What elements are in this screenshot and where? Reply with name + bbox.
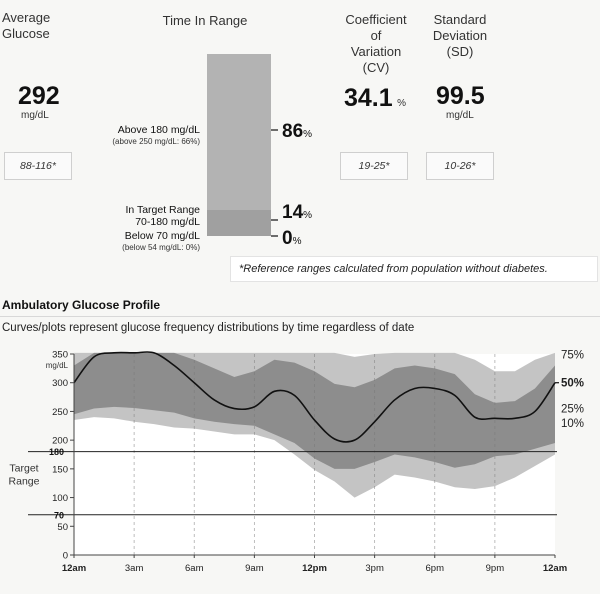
tir-above-sub: (above 250 mg/dL: 66%) [112, 137, 200, 146]
cv-header: Coefficient of Variation (CV) [336, 12, 416, 76]
avg-glucose-reference: 88-116* [4, 152, 72, 180]
cv-value-group: 34.1 % [344, 84, 406, 113]
target-range-label-line1: Target [9, 463, 38, 475]
x-tick-label: 3am [125, 563, 144, 574]
x-axis: 12am 3am 6am 9am 12pm 3pm 6pm 9pm 12am [62, 554, 567, 574]
x-tick-label: 12am [543, 563, 567, 574]
x-tick-label: 12pm [302, 563, 327, 574]
y-tick-label: 0 [63, 551, 68, 562]
tir-stack [207, 54, 278, 237]
tir-below-label-group: Below 70 mg/dL (below 54 mg/dL: 0%) [98, 230, 200, 254]
tir-below-sub: (below 54 mg/dL: 0%) [122, 243, 200, 252]
avg-glucose-value: 292 [18, 82, 60, 110]
avg-glucose-header-line2: Glucose [2, 26, 50, 41]
tir-below-pct-value: 0 [282, 228, 293, 249]
percentile-label: 75% [561, 350, 584, 362]
y-tick-label: 150 [52, 464, 68, 475]
avg-glucose-header-line1: Average [2, 10, 51, 25]
sd-header-line3: (SD) [446, 44, 474, 59]
tir-target-pct-sign: % [303, 210, 313, 221]
tir-target-label: In Target Range [125, 204, 200, 216]
tir-below-label: Below 70 mg/dL [124, 230, 200, 242]
cv-header-line2: of [370, 28, 382, 43]
percentile-label: 10% [561, 418, 584, 430]
target-range-lines [28, 451, 557, 516]
target-range-label-line2: Range [9, 476, 40, 488]
cv-header-line3: Variation [350, 44, 402, 59]
avg-glucose-header: Average Glucose [2, 10, 70, 42]
tir-bar-target [207, 210, 271, 236]
tir-above-label-group: Above 180 mg/dL (above 250 mg/dL: 66%) [98, 124, 200, 148]
cv-header-line1: Coefficient [345, 12, 407, 27]
x-tick-label: 9am [245, 563, 264, 574]
tir-target-sub: 70-180 mg/dL [135, 216, 200, 228]
median-line [73, 351, 556, 443]
y-tick-label: 300 [52, 378, 68, 389]
sd-unit: mg/dL [446, 110, 474, 121]
y-tick-label: 350 [52, 350, 68, 361]
x-tick-label: 12am [62, 563, 86, 574]
sd-value: 99.5 [436, 82, 485, 110]
avg-glucose-unit: mg/dL [21, 110, 49, 121]
sd-reference: 10-26* [426, 152, 494, 180]
y-axis-unit: mg/dL [46, 361, 69, 370]
agp-section-title: Ambulatory Glucose Profile [2, 298, 161, 312]
percentile-label: 25% [561, 404, 584, 416]
x-tick-label: 3pm [365, 563, 384, 574]
reference-footnote: *Reference ranges calculated from popula… [230, 256, 598, 282]
tir-target-label-group: In Target Range 70-180 mg/dL [98, 204, 200, 228]
x-tick-label: 6pm [426, 563, 445, 574]
sd-header: Standard Deviation (SD) [420, 12, 500, 60]
y-tick-label: 100 [52, 493, 68, 504]
cv-value: 34.1 [344, 84, 393, 112]
agp-section-divider [0, 316, 600, 317]
percentile-legend: 75% 50% 25% 10% [555, 350, 584, 430]
tir-above-label: Above 180 mg/dL [117, 124, 200, 136]
tir-below-pct-sign: % [292, 236, 302, 247]
tir-above-pct-sign: % [303, 129, 313, 140]
target-high-value: 180 [49, 447, 64, 457]
tir-below-pct: 0% [282, 228, 301, 250]
tir-bar-above [207, 54, 271, 210]
y-tick-label: 200 [52, 436, 68, 447]
cv-unit: % [397, 98, 407, 109]
y-tick-label: 50 [57, 522, 68, 533]
percentile-label: 50% [561, 378, 584, 390]
x-tick-label: 9pm [486, 563, 505, 574]
cv-header-line4: (CV) [362, 60, 390, 75]
target-low-value: 70 [54, 510, 64, 520]
tir-target-pct: 14% [282, 202, 312, 224]
tir-target-pct-value: 14 [282, 202, 304, 223]
tir-above-pct: 86% [282, 121, 312, 143]
tir-header: Time In Range [162, 13, 248, 28]
x-tick-label: 6am [185, 563, 204, 574]
tir-above-pct-value: 86 [282, 121, 304, 142]
median-line-group [73, 351, 556, 443]
sd-header-line2: Deviation [432, 28, 488, 43]
sd-header-line1: Standard [433, 12, 487, 27]
cv-reference: 19-25* [340, 152, 408, 180]
agp-section-subtitle: Curves/plots represent glucose frequency… [2, 322, 415, 334]
y-tick-label: 250 [52, 407, 68, 418]
